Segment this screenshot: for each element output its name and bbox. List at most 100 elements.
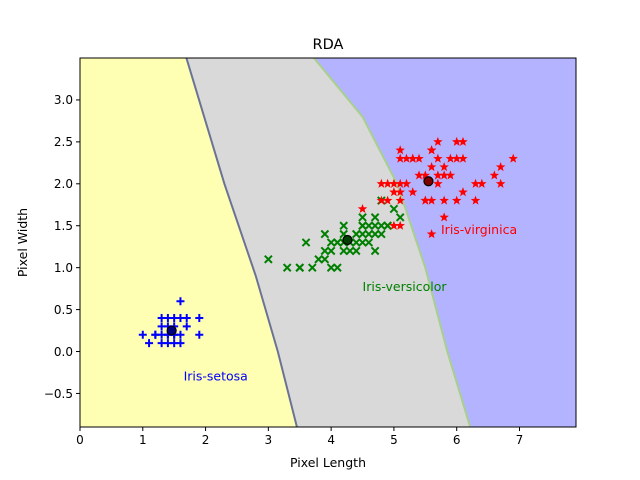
- point-iris-virginica: [489, 170, 500, 180]
- x-tick-label: 0: [76, 433, 84, 447]
- point-iris-versicolor: [264, 254, 273, 264]
- y-axis: −0.5 0.0 0.5 1.0 1.5 2.0 2.5 3.0: [44, 93, 80, 401]
- centroid-iris-setosa: [166, 325, 177, 336]
- point-iris-setosa: [145, 339, 154, 348]
- point-iris-versicolor: [358, 238, 367, 247]
- point-iris-virginica: [395, 220, 405, 230]
- point-iris-virginica: [477, 178, 487, 188]
- point-iris-versicolor: [282, 263, 292, 272]
- class-label-iris-versicolor: Iris-versicolor: [363, 279, 448, 294]
- point-iris-virginica: [439, 212, 449, 222]
- point-iris-virginica: [420, 195, 431, 205]
- point-iris-versicolor: [364, 221, 374, 231]
- point-iris-setosa: [195, 330, 204, 339]
- decision-boundary-1: [185, 58, 298, 427]
- centroid-iris-virginica: [423, 176, 434, 187]
- x-tick-label: 7: [516, 433, 524, 447]
- point-iris-setosa: [182, 322, 191, 331]
- point-iris-virginica: [389, 187, 399, 197]
- y-tick-label: 2.5: [54, 135, 73, 149]
- point-iris-virginica: [451, 136, 462, 146]
- point-iris-versicolor: [301, 238, 311, 247]
- y-tick-label: −0.5: [44, 387, 73, 401]
- point-iris-virginica: [426, 145, 437, 155]
- x-axis: 0 1 2 3 4 5 6 7: [76, 427, 523, 447]
- class-label-iris-virginica: Iris-virginica: [441, 222, 517, 237]
- point-iris-versicolor: [320, 254, 330, 264]
- region-iris-virginica: [313, 58, 576, 427]
- point-iris-versicolor: [383, 221, 392, 231]
- point-iris-versicolor: [326, 263, 336, 272]
- x-tick-label: 1: [139, 433, 147, 447]
- point-iris-virginica: [445, 153, 456, 163]
- point-iris-versicolor: [377, 229, 386, 239]
- point-iris-virginica: [433, 136, 443, 146]
- point-iris-versicolor: [351, 246, 361, 256]
- point-iris-setosa: [176, 339, 185, 348]
- chart-title: RDA: [313, 37, 344, 53]
- point-iris-setosa: [138, 330, 147, 339]
- y-tick-label: 0.5: [54, 303, 73, 317]
- point-iris-virginica: [426, 162, 437, 172]
- point-iris-virginica: [414, 170, 424, 180]
- point-iris-virginica: [470, 178, 481, 188]
- point-iris-virginica: [433, 153, 443, 163]
- point-iris-versicolor: [395, 213, 405, 222]
- point-iris-versicolor: [389, 204, 399, 214]
- plot-frame: [79, 57, 577, 428]
- region-iris-setosa: [80, 58, 297, 427]
- decision-regions: [80, 58, 576, 427]
- point-iris-versicolor: [358, 221, 367, 231]
- point-iris-versicolor: [326, 238, 336, 247]
- point-iris-virginica: [408, 187, 418, 197]
- point-iris-virginica: [458, 187, 468, 197]
- point-iris-virginica: [395, 195, 405, 205]
- point-iris-virginica: [382, 195, 393, 205]
- decision-boundary-2: [312, 58, 472, 427]
- point-iris-virginica: [395, 153, 405, 163]
- point-iris-versicolor: [339, 246, 349, 256]
- point-iris-versicolor: [345, 246, 355, 256]
- point-iris-versicolor: [307, 263, 317, 272]
- point-iris-versicolor: [351, 238, 361, 247]
- y-tick-label: 1.0: [54, 261, 73, 275]
- point-iris-virginica: [395, 178, 405, 188]
- decision-boundaries: [185, 58, 472, 427]
- point-iris-setosa: [176, 297, 185, 306]
- point-iris-setosa: [157, 322, 166, 331]
- x-axis-label: Pixel Length: [290, 455, 366, 470]
- point-iris-virginica: [495, 178, 506, 188]
- point-iris-virginica: [401, 178, 412, 188]
- y-tick-label: 0.0: [54, 345, 73, 359]
- x-tick-label: 3: [265, 433, 273, 447]
- centroid-iris-versicolor: [342, 234, 353, 246]
- point-iris-versicolor: [351, 229, 361, 239]
- point-iris-versicolor: [370, 213, 380, 222]
- x-tick-label: 2: [202, 433, 210, 447]
- point-iris-virginica: [451, 153, 462, 163]
- point-iris-virginica: [382, 178, 393, 188]
- point-iris-versicolor: [364, 229, 374, 239]
- y-tick-label: 3.0: [54, 93, 73, 107]
- point-iris-setosa: [157, 339, 166, 348]
- data-points: [138, 136, 518, 348]
- x-tick-label: 6: [453, 433, 461, 447]
- point-iris-versicolor: [370, 229, 380, 239]
- x-tick-label: 5: [390, 433, 398, 447]
- point-iris-virginica: [389, 220, 399, 230]
- point-iris-virginica: [439, 170, 449, 180]
- point-iris-versicolor: [370, 221, 380, 231]
- y-tick-label: 1.5: [54, 219, 73, 233]
- y-axis-label: Pixel Width: [15, 208, 30, 277]
- point-iris-virginica: [433, 170, 443, 180]
- x-tick-label: 4: [327, 433, 335, 447]
- point-iris-versicolor: [333, 263, 342, 272]
- point-iris-versicolor: [339, 221, 349, 231]
- point-iris-virginica: [433, 178, 443, 188]
- point-iris-virginica: [426, 195, 437, 205]
- point-iris-virginica: [414, 153, 424, 163]
- point-iris-virginica: [389, 178, 399, 188]
- point-iris-versicolor: [370, 246, 380, 256]
- point-iris-virginica: [508, 153, 518, 163]
